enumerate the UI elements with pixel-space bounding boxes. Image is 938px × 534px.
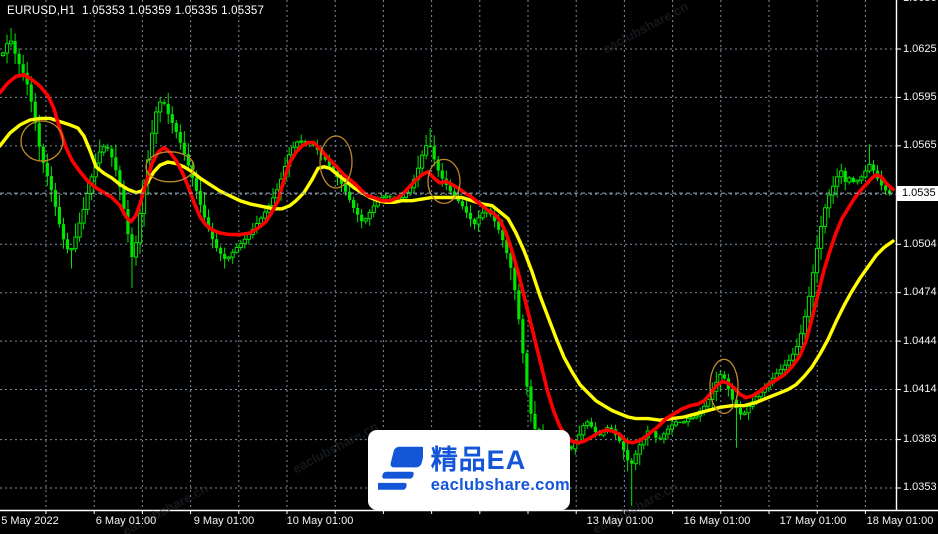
time-axis-label: 10 May 01:00 [286,515,354,527]
price-axis-label: 1.0353 [903,481,937,494]
time-axis-label: 6 May 01:00 [95,515,157,527]
bid-price-tag-text: 1.0535 [902,186,936,199]
watermark-title: 精品EA [430,445,527,475]
watermark-logo-icon [378,446,423,490]
time-axis-label: 13 May 01:00 [586,515,654,527]
time-axis-label: 16 May 01:00 [683,515,751,527]
price-axis-label: 1.0504 [903,237,937,250]
price-axis-label: 1.0383 [903,433,937,446]
bid-price-tag: 1.0535 [897,185,938,201]
price-axis-label: 1.0595 [903,90,937,103]
time-axis-label: 17 May 01:00 [779,515,847,527]
watermark-domain: eaclubshare.com [430,476,570,494]
chart-title-ohlc: EURUSD,H1 1.05353 1.05359 1.05335 1.0535… [7,5,265,17]
price-axis-label: 1.0414 [903,383,937,396]
time-axis[interactable]: 5 May 2022 6 May 01:00 9 May 01:00 10 May 0… [0,511,938,534]
watermark-card: 精品EA eaclubshare.com [368,430,570,510]
price-axis[interactable]: 1.0656 1.0625 1.0595 1.0565 1.0504 1.0474 1.04… [897,0,938,510]
price-axis-label: 1.0444 [903,334,937,347]
price-axis-label: 1.0656 [903,0,937,4]
price-axis-label: 1.0565 [903,139,937,152]
time-axis-label: 9 May 01:00 [193,515,255,527]
time-axis-label: 18 May 01:00 [866,515,934,527]
time-axis-label: 5 May 2022 [1,515,59,527]
price-axis-label: 1.0625 [903,42,937,55]
price-axis-label: 1.0474 [903,286,937,299]
